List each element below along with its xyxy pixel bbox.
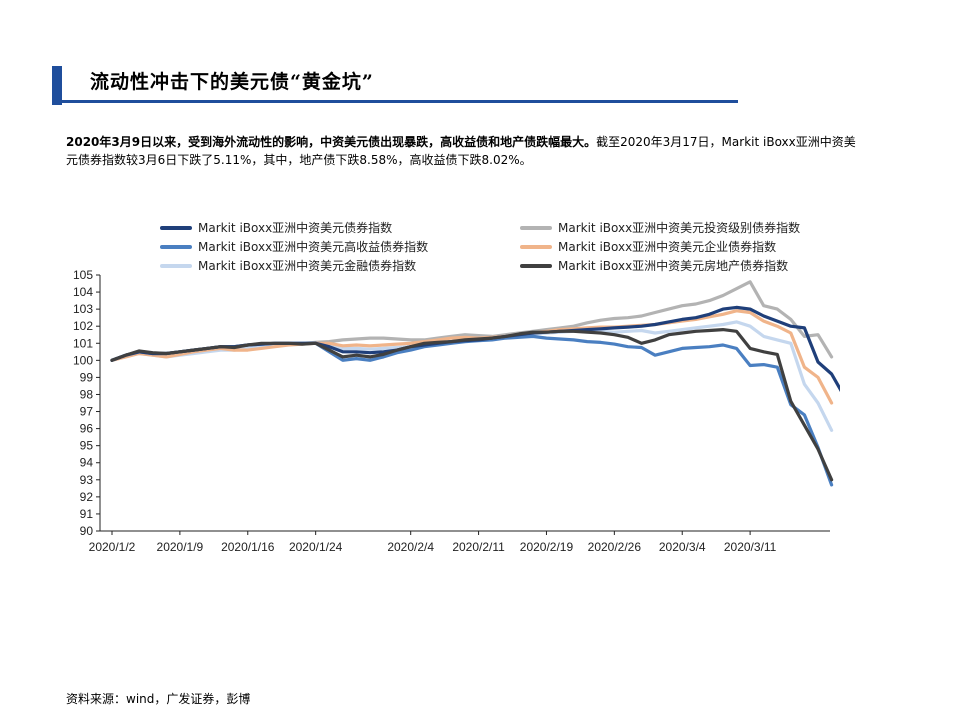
series-line — [110, 334, 834, 487]
x-tick-label: 2020/2/4 — [387, 540, 434, 554]
series-line — [110, 327, 834, 482]
legend-label: Markit iBoxx亚洲中资美元企业债券指数 — [558, 239, 776, 254]
y-tick-label: 95 — [80, 439, 94, 453]
y-tick-label: 93 — [80, 473, 94, 487]
y-tick-label: 98 — [80, 387, 94, 401]
legend-label: Markit iBoxx亚洲中资美元债券指数 — [198, 220, 392, 235]
y-tick-label: 100 — [73, 353, 93, 367]
y-tick-label: 92 — [80, 490, 94, 504]
x-tick-label: 2020/3/4 — [659, 540, 706, 554]
x-tick-label: 2020/2/11 — [452, 540, 505, 554]
intro-normal-text: 截至2020年3月17日，Markit iBoxx亚洲中资美元债券指数较3月6日… — [66, 135, 856, 167]
series-line — [110, 309, 834, 405]
y-tick-label: 103 — [73, 302, 93, 316]
y-tick-label: 101 — [73, 336, 93, 350]
x-tick-label: 2020/2/19 — [520, 540, 574, 554]
legend-label: Markit iBoxx亚洲中资美元投资级别债券指数 — [558, 220, 800, 235]
y-tick-label: 102 — [73, 319, 93, 333]
source-note: 资料来源：wind，广发证券，彭博 — [66, 692, 251, 706]
x-tick-label: 2020/1/2 — [89, 540, 136, 554]
title-underline — [62, 100, 738, 103]
legend-label: Markit iBoxx亚洲中资美元高收益债券指数 — [198, 239, 428, 254]
legend-label: Markit iBoxx亚洲中资美元金融债券指数 — [198, 258, 416, 273]
y-tick-label: 94 — [80, 456, 94, 470]
y-tick-label: 96 — [80, 422, 94, 436]
intro-bold-text: 2020年3月9日以来，受到海外流动性的影响，中资美元债出现暴跌，高收益债和地产… — [66, 135, 597, 149]
legend-label: Markit iBoxx亚洲中资美元房地产债券指数 — [558, 258, 788, 273]
y-tick-label: 99 — [80, 370, 94, 384]
series-line — [110, 305, 840, 392]
x-tick-label: 2020/3/11 — [724, 540, 777, 554]
y-tick-label: 90 — [80, 524, 94, 538]
y-tick-label: 97 — [80, 405, 94, 419]
x-tick-label: 2020/1/16 — [221, 540, 275, 554]
line-chart: 105 104 103 102 101 100 99 98 97 96 95 94 93 92 91 90 20… — [73, 220, 840, 554]
page-title: 流动性冲击下的美元债“黄金坑” — [90, 71, 374, 93]
y-tick-label: 105 — [73, 268, 93, 282]
intro-paragraph: 2020年3月9日以来，受到海外流动性的影响，中资美元债出现暴跌，高收益债和地产… — [66, 133, 866, 169]
x-tick-label: 2020/2/26 — [588, 540, 642, 554]
y-tick-label: 91 — [80, 507, 94, 521]
title-accent-bar — [52, 66, 62, 105]
x-tick-label: 2020/1/9 — [157, 540, 204, 554]
y-tick-label: 104 — [73, 285, 93, 299]
x-tick-label: 2020/1/24 — [289, 540, 343, 554]
